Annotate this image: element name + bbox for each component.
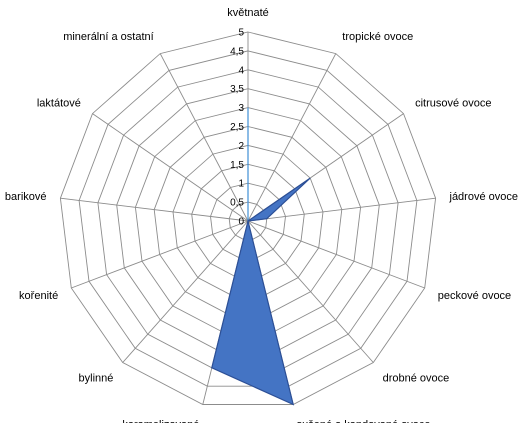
tick-label: 4,5 (230, 46, 244, 57)
category-label: květnaté (227, 7, 269, 19)
grid-spoke-10 (71, 220, 249, 289)
category-label: jádrové ovoce (449, 191, 519, 203)
grid-spoke-9 (122, 220, 249, 363)
tick-label: 0,5 (230, 198, 244, 209)
grid-spoke-6 (247, 220, 374, 363)
grid-ring-9 (78, 50, 418, 387)
radar-category-labels: květnaté tropické ovoce citrusové ovoce jád… (5, 7, 518, 423)
tick-label: 3,5 (230, 84, 244, 95)
category-label: peckové ovoce (438, 290, 511, 302)
grid-spoke-11 (60, 197, 249, 222)
category-label: barikové (5, 191, 47, 203)
tick-label: 3 (238, 103, 244, 114)
tick-label: 1 (238, 179, 244, 190)
radar-series (211, 107, 311, 406)
category-label: sušené a kandované ovoce (297, 419, 431, 423)
tick-label: 2 (238, 141, 244, 152)
category-label: minerální a ostatní (63, 31, 154, 43)
category-label: bylinné (79, 372, 114, 384)
radar-tick-labels: 0 0,5 1 1,5 2 2,5 3 3,5 4 4,5 5 (230, 28, 244, 228)
tick-label: 2,5 (230, 122, 244, 133)
category-label: laktátové (37, 97, 81, 109)
tick-label: 0 (238, 217, 244, 228)
grid-spoke-2 (247, 53, 337, 222)
tick-label: 5 (238, 28, 244, 39)
grid-ring-10 (59, 31, 437, 405)
category-label: kořenité (19, 290, 58, 302)
category-label: citrusové ovoce (415, 97, 491, 109)
grid-spoke-12 (92, 113, 249, 222)
tick-label: 4 (238, 65, 244, 76)
category-label: tropické ovoce (342, 31, 413, 43)
tick-label: 1,5 (230, 160, 244, 171)
grid-spoke-4 (247, 197, 436, 222)
grid-spoke-13 (159, 53, 249, 222)
grid-spoke-5 (247, 220, 425, 289)
category-label: drobné ovoce (383, 372, 450, 384)
category-label: karamelizované (122, 419, 199, 423)
series-2-area (211, 177, 311, 406)
